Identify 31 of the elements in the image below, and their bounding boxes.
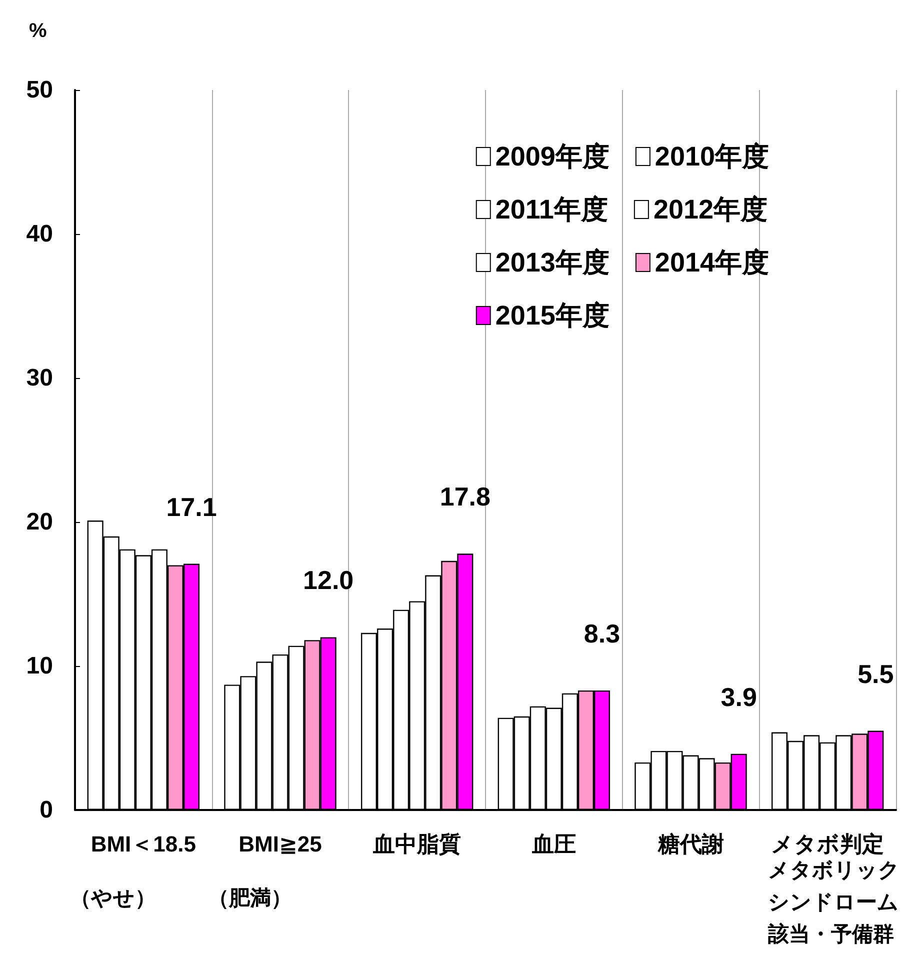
x-tick-label: 糖代謝 (656, 832, 724, 856)
text: シンドローム (768, 891, 899, 914)
x-tick-label: 血圧 (530, 832, 576, 856)
data-label: 12.0 (303, 565, 354, 596)
text: 該当・予備群 (767, 922, 894, 946)
x-tick-label: BMI＜18.5 (90, 832, 196, 856)
data-label: 8.3 (584, 618, 620, 648)
x-tick-label: BMI≧25 (238, 832, 322, 856)
x-tick-label: メタボ判定 (771, 832, 884, 856)
legend-label: 2009年度 (495, 142, 610, 172)
legend-label: 2013年度 (495, 248, 610, 278)
data-label: 17.8 (440, 482, 490, 512)
legend-label: 2011年度 (495, 194, 608, 224)
legend-label: 2015年度 (495, 300, 610, 330)
y-tick-label: 30 (26, 364, 53, 392)
data-label: 3.9 (720, 682, 757, 712)
legend-label: 2012年度 (653, 194, 768, 224)
legend-label: 2010年度 (654, 142, 770, 172)
y-tick-label: 40 (26, 220, 53, 248)
y-tick-label: 50 (26, 76, 53, 104)
y-axis-title: % (29, 20, 47, 42)
text: （肥満） (208, 887, 292, 910)
y-tick-label: 0 (40, 796, 53, 824)
data-label: 5.5 (858, 658, 894, 689)
y-tick-label: 20 (26, 508, 53, 536)
text: メタボリック (768, 859, 900, 882)
legend-label: 2014年度 (654, 248, 770, 278)
x-tick-label: 血中脂質 (372, 832, 462, 856)
text: （やせ） (70, 887, 156, 910)
y-tick-label: 10 (26, 652, 53, 680)
data-label: 17.1 (166, 492, 217, 522)
